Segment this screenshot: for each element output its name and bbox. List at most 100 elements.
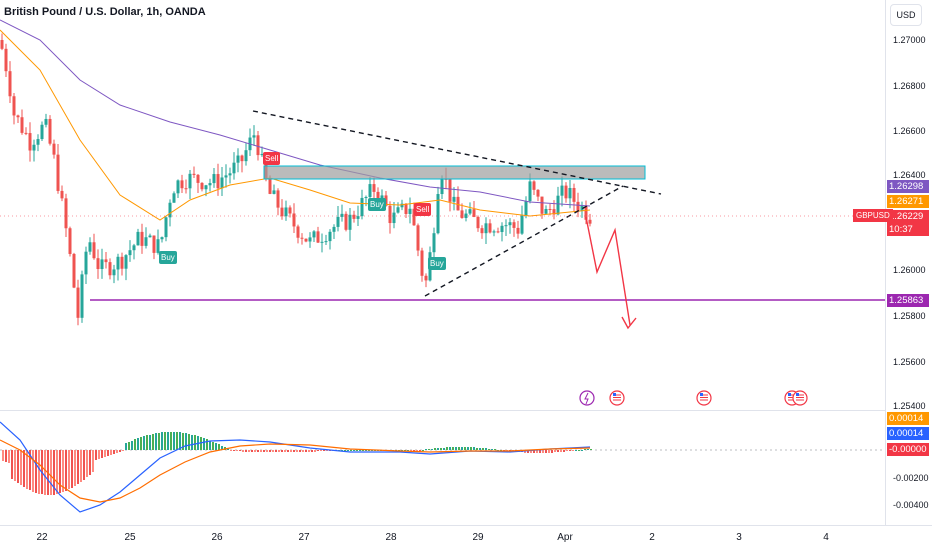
candle-body (400, 203, 404, 208)
macd-histogram-bar (341, 450, 343, 451)
macd-histogram-bar (146, 435, 148, 450)
macd-histogram-bar (413, 450, 415, 451)
macd-histogram-bar (5, 450, 7, 462)
macd-histogram-bar (431, 449, 433, 450)
macd-histogram-bar (554, 450, 556, 452)
macd-histogram-bar (479, 448, 481, 450)
buy-signal: Buy (428, 257, 446, 270)
candle-body (308, 237, 312, 242)
candle-body (104, 259, 108, 263)
macd-histogram-bar (437, 448, 439, 450)
macd-histogram-bar (188, 434, 190, 450)
macd-histogram-bar (362, 450, 364, 451)
ma-fast-line (0, 29, 591, 221)
macd-histogram-bar (131, 441, 133, 450)
candle-body (252, 135, 256, 138)
candle-body (304, 238, 308, 242)
candle-body (340, 213, 344, 217)
macd-histogram-bar (299, 450, 301, 452)
macd-histogram-bar (44, 450, 46, 495)
candle-body (344, 213, 348, 230)
macd-histogram-bar (101, 450, 103, 458)
macd-histogram-bar (140, 437, 142, 450)
price-tick: 1.25800 (893, 311, 926, 321)
candle-body (196, 174, 200, 183)
candle-body (108, 262, 112, 276)
macd-histogram-bar (215, 443, 217, 450)
candle-body (60, 190, 64, 199)
macd-histogram-bar (320, 450, 322, 451)
macd-tick: -0.00400 (893, 500, 929, 510)
pane-separator[interactable] (0, 410, 885, 411)
macd-histogram-bar (80, 450, 82, 482)
macd-histogram-bar (356, 450, 358, 451)
ma-fast-tag: 1.26271 (887, 195, 929, 208)
candle-body (484, 223, 488, 234)
macd-histogram-bar (83, 450, 85, 480)
macd-histogram-bar (551, 450, 553, 453)
price-axis[interactable] (885, 0, 932, 525)
candle-body (360, 197, 364, 217)
projection-path (585, 216, 631, 326)
candle-body (80, 274, 84, 318)
candle-body (268, 178, 272, 194)
candle-body (560, 185, 564, 196)
macd-histogram-bar (485, 448, 487, 450)
candle-body (376, 191, 380, 201)
macd-histogram-bar (284, 450, 286, 452)
macd-histogram-bar (326, 450, 328, 451)
macd-histogram-bar (407, 450, 409, 451)
macd-histogram-bar (248, 450, 250, 452)
macd-histogram-bar (563, 450, 565, 452)
candle-body (0, 40, 4, 49)
macd-histogram-bar (440, 448, 442, 450)
macd-histogram-bar (587, 449, 589, 450)
macd-histogram-bar (473, 447, 475, 450)
time-tick: 29 (472, 532, 484, 543)
macd-histogram-bar (581, 450, 583, 451)
candle-body (28, 133, 32, 151)
macd-histogram-bar (32, 450, 34, 492)
macd-histogram-bar (494, 449, 496, 450)
candle-body (76, 287, 80, 318)
triangle-lower-line (424, 185, 624, 297)
candle-body (580, 205, 584, 211)
chart-title: British Pound / U.S. Dollar, 1h, OANDA (4, 6, 206, 18)
time-axis[interactable] (0, 525, 932, 551)
macd-histogram-bar (245, 450, 247, 452)
macd-histogram-bar (302, 450, 304, 452)
candle-body (496, 231, 500, 233)
macd-histogram-bar (263, 450, 265, 452)
macd-histogram-bar (542, 450, 544, 453)
candle-body (460, 210, 464, 219)
currency-button[interactable]: USD (890, 4, 922, 26)
triangle-upper-line (252, 110, 662, 195)
macd-histogram-bar (365, 450, 367, 451)
macd-histogram-bar (71, 450, 73, 488)
candle-body (128, 250, 132, 256)
macd-histogram-bar (572, 450, 574, 451)
macd-histogram-bar (155, 433, 157, 450)
macd-histogram-bar (221, 446, 223, 450)
candle-body (228, 173, 232, 176)
candle-body (84, 251, 88, 275)
macd-histogram-bar (419, 450, 421, 451)
candle-body (8, 71, 12, 97)
macd-histogram-bar (266, 450, 268, 452)
macd-histogram-bar (575, 450, 577, 451)
price-tick: 1.26800 (893, 81, 926, 91)
macd-line-tag: 0.00014 (887, 427, 929, 440)
candle-body (500, 225, 504, 233)
macd-histogram-bar (164, 432, 166, 450)
candle-body (556, 195, 560, 215)
candle-body (532, 181, 536, 190)
candle-body (516, 227, 520, 234)
candle-body (508, 222, 512, 226)
lightning-event-icon (579, 390, 595, 406)
macd-histogram-bar (470, 447, 472, 450)
macd-histogram-bar (23, 450, 25, 487)
macd-histogram-bar (527, 450, 529, 453)
macd-histogram-bar (287, 450, 289, 452)
macd-histogram-bar (308, 450, 310, 452)
macd-histogram-bar (182, 433, 184, 450)
